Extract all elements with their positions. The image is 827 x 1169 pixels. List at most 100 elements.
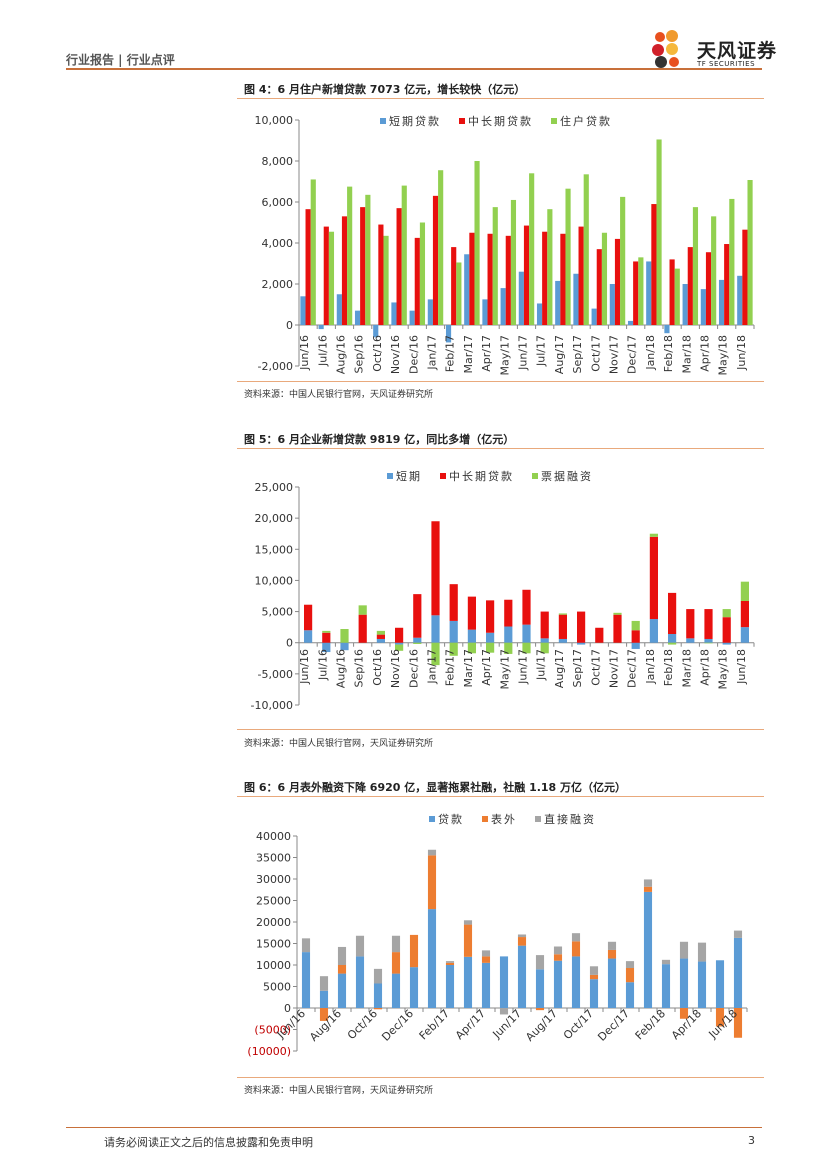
fig6-rule-bottom xyxy=(237,1077,764,1078)
x-tick-label: Jun/18 xyxy=(735,649,748,685)
y-tick-label: 8,000 xyxy=(262,155,294,168)
x-tick-label: Oct/16 xyxy=(345,1007,380,1042)
bar-短期 xyxy=(540,638,549,643)
y-tick-label: -2,000 xyxy=(258,360,293,373)
x-tick-label: Oct/16 xyxy=(371,649,384,686)
y-tick-label: 10000 xyxy=(256,959,291,972)
x-tick-label: Feb/18 xyxy=(662,335,675,372)
legend-swatch-直接融资 xyxy=(535,816,541,822)
x-tick-label: Jan/18 xyxy=(644,335,657,371)
bar-短期贷款 xyxy=(354,310,361,325)
bar-短期 xyxy=(395,642,404,645)
x-tick-label: Sep/17 xyxy=(571,335,584,373)
bar-中长期贷款 xyxy=(540,611,549,639)
bar-短期贷款 xyxy=(700,289,706,325)
bar-短期贷款 xyxy=(336,294,342,325)
bar-短期贷款 xyxy=(609,284,615,325)
fig4-chart: -2,000 0 2,000 4,000 6,000 8,000 10,000 Jun/16 J… xyxy=(255,114,755,375)
x-tick-label: Apr/17 xyxy=(453,1007,488,1042)
bar-贷款 xyxy=(661,964,671,1008)
bar-贷款 xyxy=(733,937,743,1008)
bar-短期贷款 xyxy=(391,302,397,325)
bar-直接融资 xyxy=(571,933,581,942)
bar-短期贷款 xyxy=(536,303,543,325)
bar-中长期贷款 xyxy=(558,614,567,639)
fig6-rule-top xyxy=(237,796,764,797)
x-tick-label: Jun/17 xyxy=(517,649,530,685)
bar-中长期贷款 xyxy=(449,584,458,621)
legend-swatch-短期 xyxy=(387,473,393,479)
legend-label: 贷款 xyxy=(438,812,464,826)
x-tick-label: Oct/16 xyxy=(371,335,384,372)
footer-divider xyxy=(66,1127,762,1128)
bar-表外 xyxy=(463,924,473,957)
y-tick-label: 5000 xyxy=(263,981,291,994)
bar-贷款 xyxy=(337,973,347,1008)
bar-直接融资 xyxy=(337,946,347,965)
y-tick-label: 20000 xyxy=(256,916,291,929)
bar-住户贷款 xyxy=(674,268,680,325)
bar-贷款 xyxy=(517,945,527,1008)
x-tick-label: Dec/16 xyxy=(379,1007,416,1044)
x-tick-label: Sep/16 xyxy=(353,335,366,373)
bar-中长期贷款 xyxy=(451,247,457,325)
bar-贷款 xyxy=(373,983,383,1008)
bar-直接融资 xyxy=(535,955,545,970)
y-tick-label: -5,000 xyxy=(258,668,293,681)
x-tick-label: Feb/17 xyxy=(444,335,457,372)
bar-贷款 xyxy=(499,956,509,1008)
bar-贷款 xyxy=(409,967,419,1008)
bar-中长期贷款 xyxy=(505,235,511,325)
bar-贷款 xyxy=(355,956,365,1008)
bar-中长期贷款 xyxy=(686,609,695,639)
bar-短期 xyxy=(467,629,476,643)
bar-短期贷款 xyxy=(427,299,433,325)
bar-住户贷款 xyxy=(711,216,717,325)
x-tick-label: Jun/16 xyxy=(298,335,311,371)
y-tick-label: 6,000 xyxy=(262,196,294,209)
bar-短期贷款 xyxy=(555,280,561,325)
bar-表外 xyxy=(337,965,347,974)
bar-中长期贷款 xyxy=(376,634,385,639)
bar-住户贷款 xyxy=(547,209,553,325)
bar-短期贷款 xyxy=(464,254,470,325)
bar-表外 xyxy=(517,937,527,946)
bar-直接融资 xyxy=(589,966,599,975)
bar-贷款 xyxy=(319,990,329,1008)
bar-中长期贷款 xyxy=(467,596,476,630)
y-tick-label: 10,000 xyxy=(255,574,294,587)
bar-住户贷款 xyxy=(529,173,535,325)
bar-短期贷款 xyxy=(373,325,379,338)
bar-贷款 xyxy=(301,952,311,1008)
bar-直接融资 xyxy=(445,961,455,963)
x-tick-label: Jun/16 xyxy=(298,649,311,685)
y-tick-label: 30000 xyxy=(256,873,291,886)
legend-swatch-住户贷款 xyxy=(551,118,557,124)
bar-短期贷款 xyxy=(409,310,415,325)
x-tick-label: Jun/18 xyxy=(735,335,748,371)
x-tick-label: Dec/17 xyxy=(595,1007,632,1044)
bar-住户贷款 xyxy=(747,180,753,325)
bar-中长期贷款 xyxy=(596,249,602,325)
bar-贷款 xyxy=(445,965,455,1008)
bar-票据融资 xyxy=(613,612,622,615)
x-tick-label: Jun/17 xyxy=(517,335,530,371)
legend-label: 住户贷款 xyxy=(560,114,612,128)
y-tick-label: 25000 xyxy=(256,895,291,908)
bar-住户贷款 xyxy=(456,262,462,325)
y-tick-label: (10000) xyxy=(247,1045,291,1058)
x-tick-label: Mar/17 xyxy=(462,649,475,687)
bar-中长期贷款 xyxy=(322,632,331,643)
y-tick-label: 5,000 xyxy=(262,606,294,619)
bar-短期贷款 xyxy=(500,288,506,325)
bar-住户贷款 xyxy=(310,179,316,325)
bar-中长期贷款 xyxy=(649,536,658,620)
x-tick-label: Oct/17 xyxy=(561,1007,596,1042)
page-number: 3 xyxy=(748,1134,755,1147)
x-tick-label: Mar/17 xyxy=(462,335,475,373)
bar-中长期贷款 xyxy=(395,627,404,643)
x-tick-label: Apr/18 xyxy=(699,335,712,372)
bar-直接融资 xyxy=(517,934,527,938)
fig6-source: 资料来源：中国人民银行官网，天风证券研究所 xyxy=(244,1086,434,1096)
y-tick-label: 0 xyxy=(286,637,293,650)
